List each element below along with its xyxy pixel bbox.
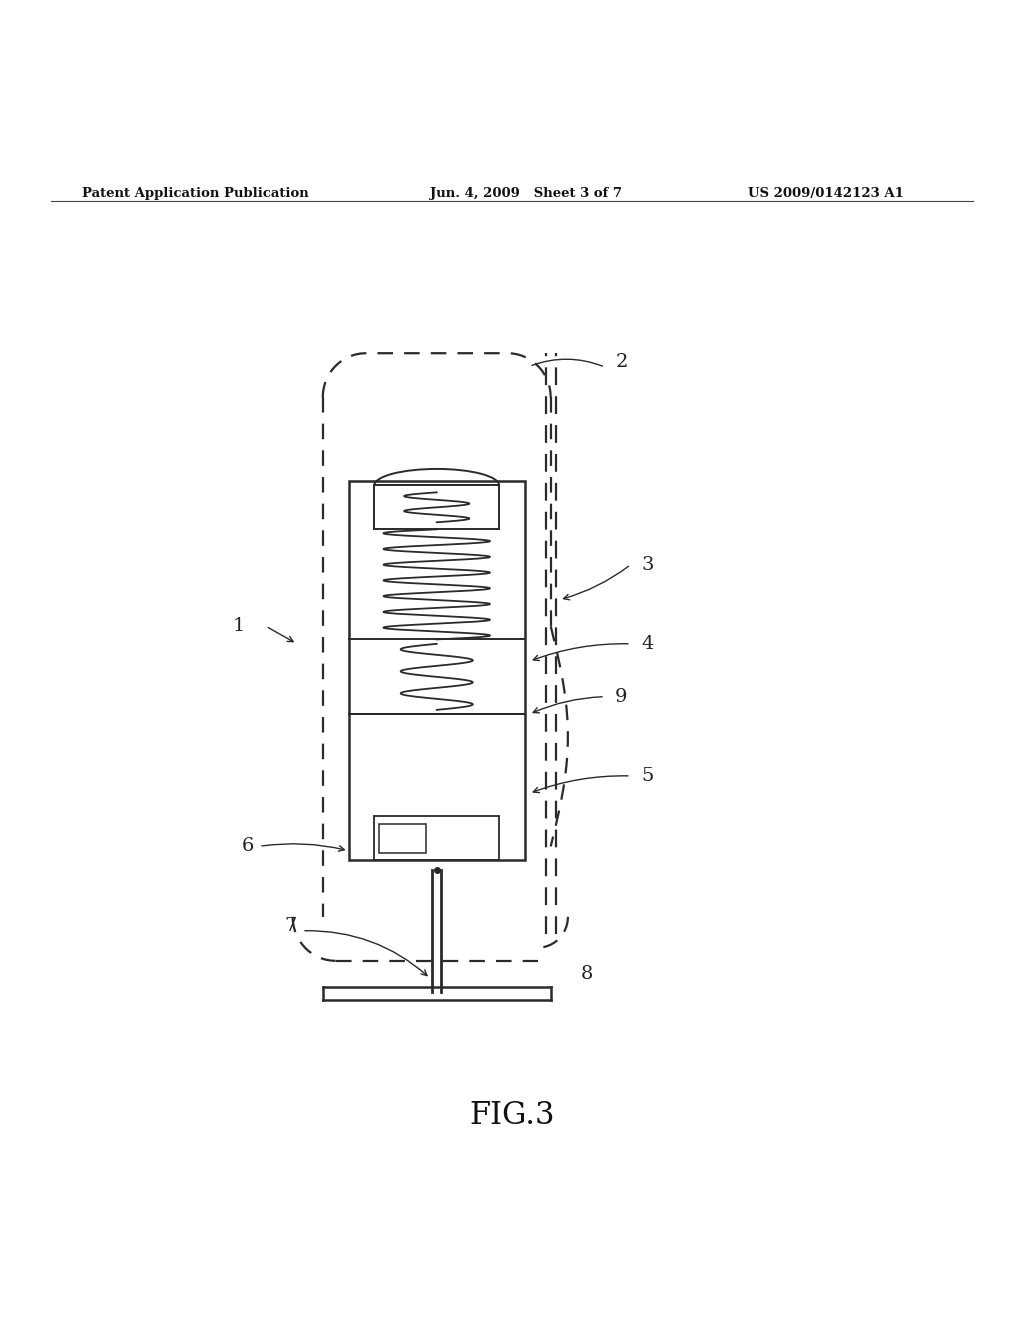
Text: FIG.3: FIG.3 <box>469 1100 555 1131</box>
Text: 5: 5 <box>641 767 653 785</box>
Bar <box>375 486 499 529</box>
Bar <box>348 480 525 859</box>
Text: 4: 4 <box>641 635 653 653</box>
Text: 2: 2 <box>615 352 628 371</box>
Text: 3: 3 <box>641 556 653 574</box>
Text: Jun. 4, 2009   Sheet 3 of 7: Jun. 4, 2009 Sheet 3 of 7 <box>430 187 622 199</box>
Text: 8: 8 <box>581 965 593 983</box>
Bar <box>375 816 499 859</box>
Text: 6: 6 <box>242 837 254 855</box>
Bar <box>379 825 426 853</box>
Text: 7: 7 <box>285 916 297 935</box>
Text: 9: 9 <box>615 688 628 706</box>
Text: US 2009/0142123 A1: US 2009/0142123 A1 <box>748 187 903 199</box>
Text: Patent Application Publication: Patent Application Publication <box>82 187 308 199</box>
Text: 1: 1 <box>233 618 246 635</box>
